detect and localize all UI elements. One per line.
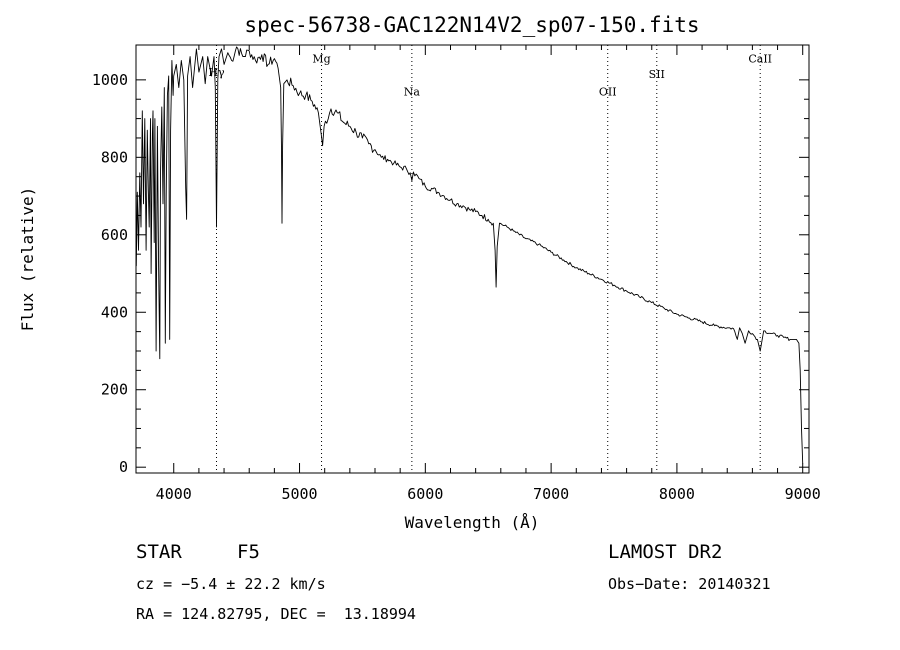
survey-label: LAMOST DR2 [608,541,723,563]
line-label-5: CaII [748,52,772,65]
y-tick-label-800: 800 [101,148,128,166]
x-tick-label-9000: 9000 [785,485,821,503]
line-label-4: SII [649,68,665,81]
flux-series-line [135,46,804,464]
x-tick-labels: 4000 5000 6000 7000 8000 9000 [156,485,821,503]
x-tick-label-7000: 7000 [533,485,569,503]
coordinates: RA = 124.82795, DEC = 13.18994 [136,605,416,623]
object-class: STAR [136,541,182,563]
x-tick-label-8000: 8000 [659,485,695,503]
x-axis-label: Wavelength (Å) [405,513,540,532]
plot-frame [135,44,810,474]
chart-title: spec-56738-GAC122N14V2_sp07-150.fits [244,13,699,37]
obs-date: Obs−Date: 20140321 [608,575,771,593]
y-tick-label-0: 0 [119,458,128,476]
x-tick-label-6000: 6000 [407,485,443,503]
y-tick-label-600: 600 [101,226,128,244]
y-tick-label-200: 200 [101,381,128,399]
cz-value: cz = −5.4 ± 22.2 km/s [136,575,326,593]
y-tick-labels: 0 200 400 600 800 1000 [92,71,128,476]
line-label-3: OII [599,85,617,98]
x-tick-label-5000: 5000 [281,485,317,503]
spectral-line-markers [216,45,761,473]
y-axis-label: Flux (relative) [18,187,37,332]
line-label-1: Mg [312,52,330,65]
x-tick-label-4000: 4000 [156,485,192,503]
subclass: F5 [237,541,260,563]
y-tick-label-1000: 1000 [92,71,128,89]
y-tick-label-400: 400 [101,303,128,321]
axis-ticks [136,45,809,473]
line-label-2: Na [404,85,421,98]
